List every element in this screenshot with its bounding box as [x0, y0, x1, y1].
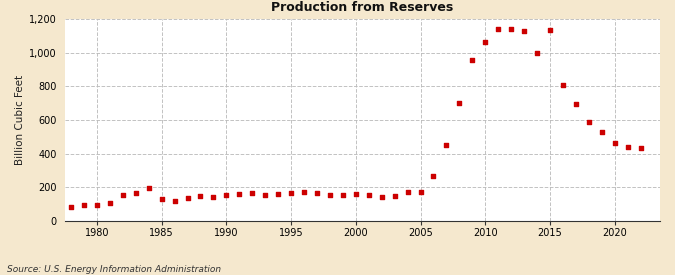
- Title: Annual Arkansas Nonassociated Natural Gas, Wet After Lease Separation, Estimated: Annual Arkansas Nonassociated Natural Ga…: [65, 0, 660, 14]
- Point: [441, 143, 452, 147]
- Point: [286, 191, 296, 196]
- Point: [454, 101, 465, 105]
- Point: [415, 189, 426, 194]
- Point: [195, 194, 206, 198]
- Point: [467, 58, 478, 62]
- Point: [622, 145, 633, 149]
- Point: [312, 191, 323, 196]
- Point: [363, 193, 374, 197]
- Point: [247, 191, 258, 196]
- Point: [92, 203, 103, 207]
- Point: [325, 193, 335, 197]
- Point: [518, 29, 529, 33]
- Point: [558, 82, 568, 87]
- Point: [298, 189, 309, 194]
- Point: [610, 141, 620, 145]
- Point: [130, 191, 141, 196]
- Point: [635, 145, 646, 150]
- Point: [234, 192, 245, 196]
- Point: [596, 130, 607, 134]
- Y-axis label: Billion Cubic Feet: Billion Cubic Feet: [15, 75, 25, 165]
- Point: [480, 40, 491, 44]
- Point: [156, 197, 167, 201]
- Point: [389, 194, 400, 198]
- Point: [105, 201, 115, 206]
- Point: [260, 193, 271, 197]
- Text: Source: U.S. Energy Information Administration: Source: U.S. Energy Information Administ…: [7, 265, 221, 274]
- Point: [570, 102, 581, 106]
- Point: [221, 193, 232, 197]
- Point: [428, 174, 439, 179]
- Point: [376, 194, 387, 199]
- Point: [143, 186, 154, 190]
- Point: [78, 203, 89, 207]
- Point: [338, 193, 348, 197]
- Point: [65, 205, 76, 209]
- Point: [169, 199, 180, 203]
- Point: [208, 194, 219, 199]
- Point: [402, 189, 413, 194]
- Point: [182, 196, 193, 200]
- Point: [583, 120, 594, 124]
- Point: [273, 192, 284, 196]
- Point: [493, 27, 504, 31]
- Point: [117, 193, 128, 197]
- Point: [532, 51, 543, 55]
- Point: [506, 27, 516, 31]
- Point: [350, 192, 361, 196]
- Point: [545, 28, 556, 32]
